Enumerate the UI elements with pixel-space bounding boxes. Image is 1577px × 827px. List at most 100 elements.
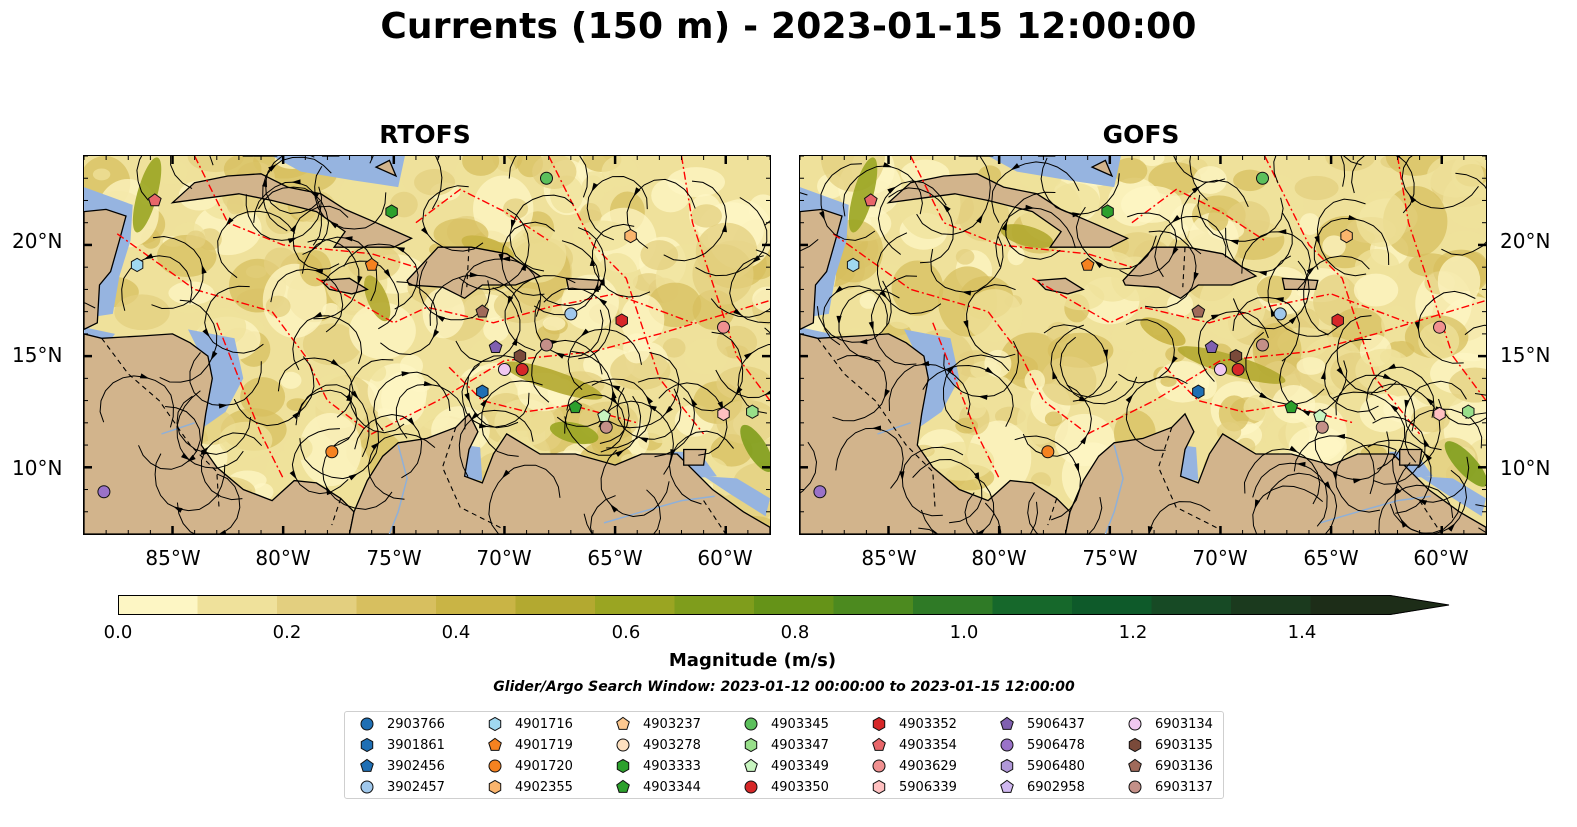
streamline [373, 371, 451, 432]
colorbar-tick: 1.2 [1118, 622, 1148, 643]
eez-line [216, 322, 284, 479]
streamline-arrow [645, 395, 654, 405]
colorbar-segment [754, 595, 834, 615]
hexagon-marker-icon [360, 737, 374, 753]
streamline [295, 389, 358, 448]
border-line [441, 427, 505, 531]
streamline-arrow [1301, 409, 1311, 417]
streamline [138, 406, 201, 470]
legend-label: 6903134 [1155, 716, 1213, 732]
streamline [458, 409, 534, 477]
streamline [176, 395, 252, 455]
panel-title-rtofs: RTOFS [379, 120, 471, 149]
streamline [395, 383, 466, 439]
streamline-arrow [268, 164, 278, 172]
colorbar-segment [356, 595, 437, 615]
border-line [466, 247, 470, 288]
float-marker-4901720 [325, 445, 339, 459]
streamline [307, 238, 360, 320]
streamline [154, 453, 226, 512]
streamline-arrow [882, 162, 893, 168]
streamline-arrow [1423, 437, 1430, 448]
lat-label-left-15n: 15°N [12, 343, 63, 367]
map-panel-rtofs[interactable] [83, 155, 771, 535]
streamline [170, 156, 193, 190]
streamline-arrow [1320, 369, 1326, 380]
streamline [942, 354, 1010, 430]
streamline [589, 495, 616, 534]
legend-item: 5906480 [997, 756, 1085, 776]
streamline [737, 344, 770, 414]
streamline [943, 340, 1019, 398]
streamline-arrow [520, 261, 527, 271]
lon-label-p0-70w: 70°W [476, 546, 532, 570]
float-marker-4903350 [1231, 362, 1245, 376]
streamline [916, 156, 991, 236]
streamline-arrow [764, 390, 770, 395]
legend-marker [1128, 717, 1142, 731]
colorbar-tick: 0.0 [103, 622, 133, 643]
legend-label: 4901719 [515, 737, 573, 753]
magnitude-patch [1325, 156, 1376, 172]
legend-label: 2903766 [387, 716, 445, 732]
streamline-arrow [1352, 478, 1363, 484]
pentagon-marker-icon [616, 716, 630, 730]
float-marker-6903134 [1213, 362, 1227, 376]
legend-label: 4902355 [515, 779, 573, 795]
streamline-arrow [1080, 435, 1087, 445]
legend-marker [488, 779, 502, 795]
legend-label: 4903629 [899, 758, 957, 774]
legend-label: 5906480 [1027, 758, 1085, 774]
magnitude-patch [1024, 369, 1046, 392]
eez-line [1032, 277, 1409, 324]
streamline [598, 400, 674, 475]
streamline-arrow [348, 473, 358, 481]
legend-marker [1000, 716, 1014, 730]
magnitude-patch [114, 294, 170, 331]
legend-marker [872, 779, 886, 795]
legend-item: 5906478 [997, 735, 1085, 755]
streamline [1314, 428, 1390, 481]
streamline-arrow [977, 528, 986, 534]
magnitude-patch [1044, 411, 1063, 427]
map-panel-gofs[interactable] [799, 155, 1487, 535]
river [388, 444, 408, 534]
legend-item: 4903278 [613, 735, 701, 755]
streamline-arrow [1257, 270, 1268, 276]
lon-label-p0-60w: 60°W [697, 546, 753, 570]
streamline-arrow [1211, 314, 1221, 320]
magnitude-patch [1299, 213, 1321, 236]
streamline-arrow [919, 360, 930, 366]
streamline [1323, 338, 1379, 413]
streamline [189, 352, 262, 407]
colorbar-segment [595, 595, 675, 615]
colorbar-segment [833, 595, 914, 615]
streamline-arrow [1404, 399, 1410, 410]
magnitude-patch [1108, 378, 1136, 393]
float-marker-4901720 [1041, 445, 1055, 459]
streamline [567, 328, 642, 390]
float-marker-4903352 [615, 313, 628, 328]
float-marker-6903134 [497, 362, 511, 376]
circle-marker-icon [1128, 717, 1142, 731]
streamline-arrow [357, 275, 363, 286]
legend-marker [1000, 758, 1014, 774]
streamline-arrow [610, 385, 621, 392]
streamline [564, 395, 642, 456]
streamline [934, 502, 1002, 534]
legend-label: 4903347 [771, 737, 829, 753]
streamline [1404, 380, 1467, 451]
float-marker-6903137 [539, 338, 553, 352]
float-marker-4903347 [1462, 404, 1475, 419]
streamline-arrow [690, 397, 698, 407]
streamline [1245, 331, 1325, 405]
streamline [1334, 443, 1396, 513]
streamline [964, 492, 1039, 534]
streamline [380, 281, 438, 356]
colorbar-tick: 0.2 [272, 622, 302, 643]
legend-item: 4903354 [869, 735, 957, 755]
legend-marker [744, 780, 758, 794]
legend-label: 4903333 [643, 758, 701, 774]
streamline [912, 458, 983, 524]
magnitude-patch [1051, 182, 1100, 219]
